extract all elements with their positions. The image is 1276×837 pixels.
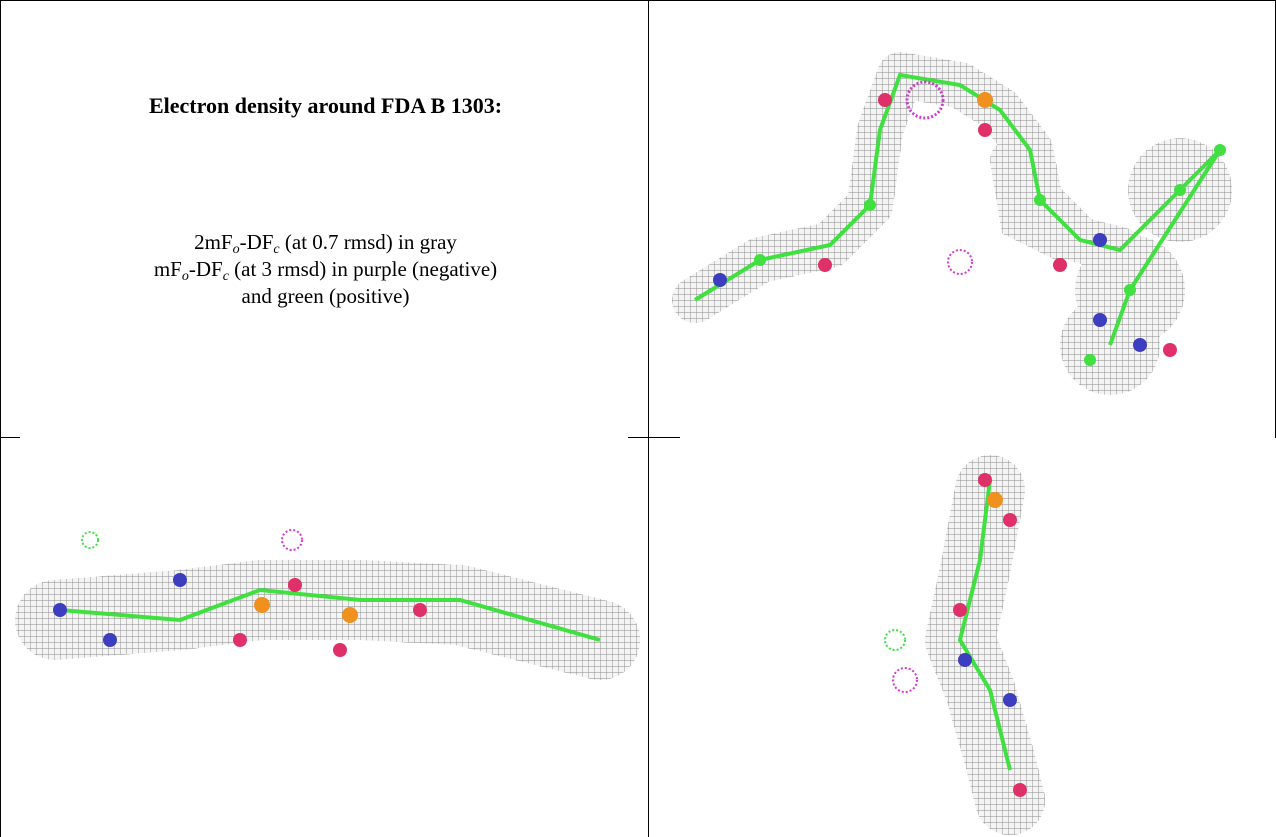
molecule-view-right [885, 473, 1027, 800]
molecule-views [0, 0, 1276, 837]
molecule-view-left [53, 530, 600, 657]
molecule-view-top [695, 75, 1232, 395]
table-rules [0, 0, 1276, 837]
figure-page: Electron density around FDA B 1303: 2mFo… [0, 0, 1276, 837]
